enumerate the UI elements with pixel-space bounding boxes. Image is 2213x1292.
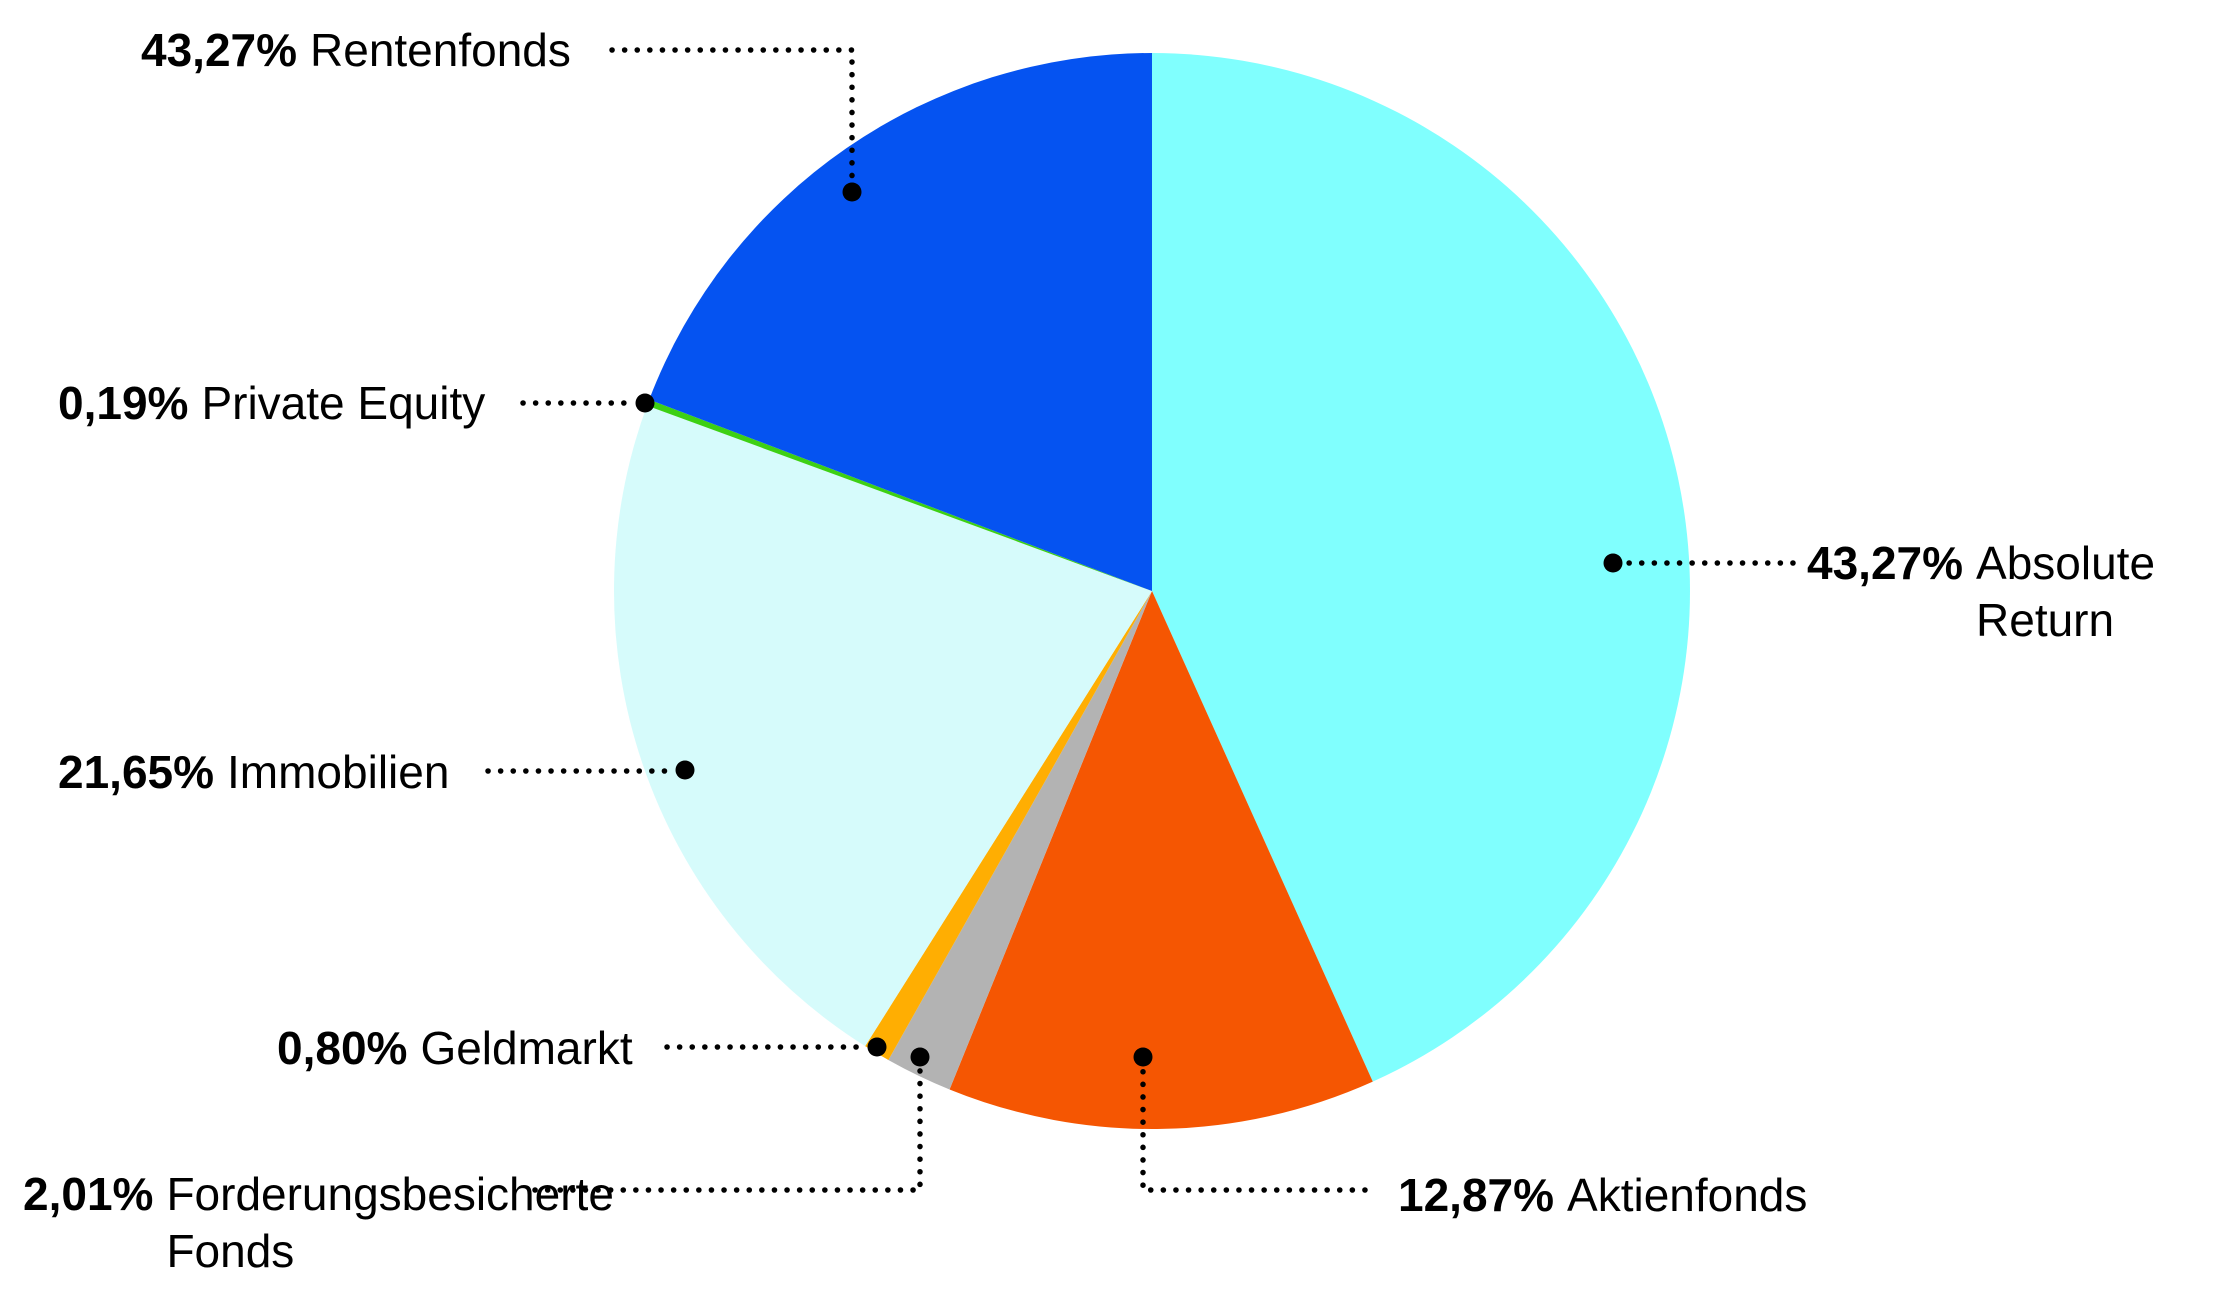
callout-private-equity: 0,19% Private Equity [58,375,485,432]
callout-geldmarkt-value: 0,80% [277,1022,408,1074]
anchor-dot-immobilien [675,760,695,780]
callout-aktienfonds-name: Aktienfonds [1567,1169,1808,1221]
callout-private-equity-name: Private Equity [201,377,486,429]
leader-line-forderungsbesicherte-fonds [532,1067,923,1193]
pie-slice-forderungsbesicherte-fonds [888,591,1152,1090]
callout-geldmarkt-name: Geldmarkt [420,1022,633,1074]
anchor-dot-absolute-return [1603,553,1623,573]
callout-forderungsbesicherte-fonds: 2,01% Forderungsbesicherte Fonds [23,1166,621,1280]
anchor-dot-rentenfonds [842,182,862,202]
callout-rentenfonds-value: 43,27% [141,24,298,76]
callout-rentenfonds: 43,27% Rentenfonds [141,22,571,79]
pie-slice-geldmarkt [865,591,1152,1060]
callout-immobilien-value: 21,65% [58,746,215,798]
callout-aktienfonds: 12,87% Aktienfonds [1398,1167,1807,1224]
callout-immobilien-name: Immobilien [227,746,450,798]
anchor-dot-aktienfonds [1133,1047,1153,1067]
pie-slice-immobilien [613,405,1152,1047]
callout-absolute-return: 43,27% Absolute Return [1807,535,2196,649]
callout-immobilien: 21,65% Immobilien [58,744,449,801]
pie-slice-aktienfonds [949,591,1373,1129]
callout-forderungsbesicherte-fonds-value: 2,01% [23,1168,154,1220]
callout-absolute-return-name: Absolute Return [1976,537,2156,646]
leader-line-rentenfonds [609,47,855,181]
callout-absolute-return-value: 43,27% [1807,537,1964,589]
callout-private-equity-value: 0,19% [58,377,189,429]
callout-geldmarkt: 0,80% Geldmarkt [277,1020,633,1077]
pie-slice-rentenfonds [649,53,1152,591]
leader-line-aktienfonds [1140,1067,1368,1193]
callout-aktienfonds-value: 12,87% [1398,1169,1555,1221]
anchor-dot-forderungsbesicherte-fonds [910,1047,930,1067]
pie-slice-absolute-return [1152,53,1690,1082]
anchor-dot-geldmarkt [867,1037,887,1057]
callout-forderungsbesicherte-fonds-name: Forderungsbesicherte Fonds [166,1168,614,1277]
pie-slice-private-equity [646,399,1152,591]
callout-rentenfonds-name: Rentenfonds [310,24,571,76]
anchor-dot-private-equity [635,393,655,413]
